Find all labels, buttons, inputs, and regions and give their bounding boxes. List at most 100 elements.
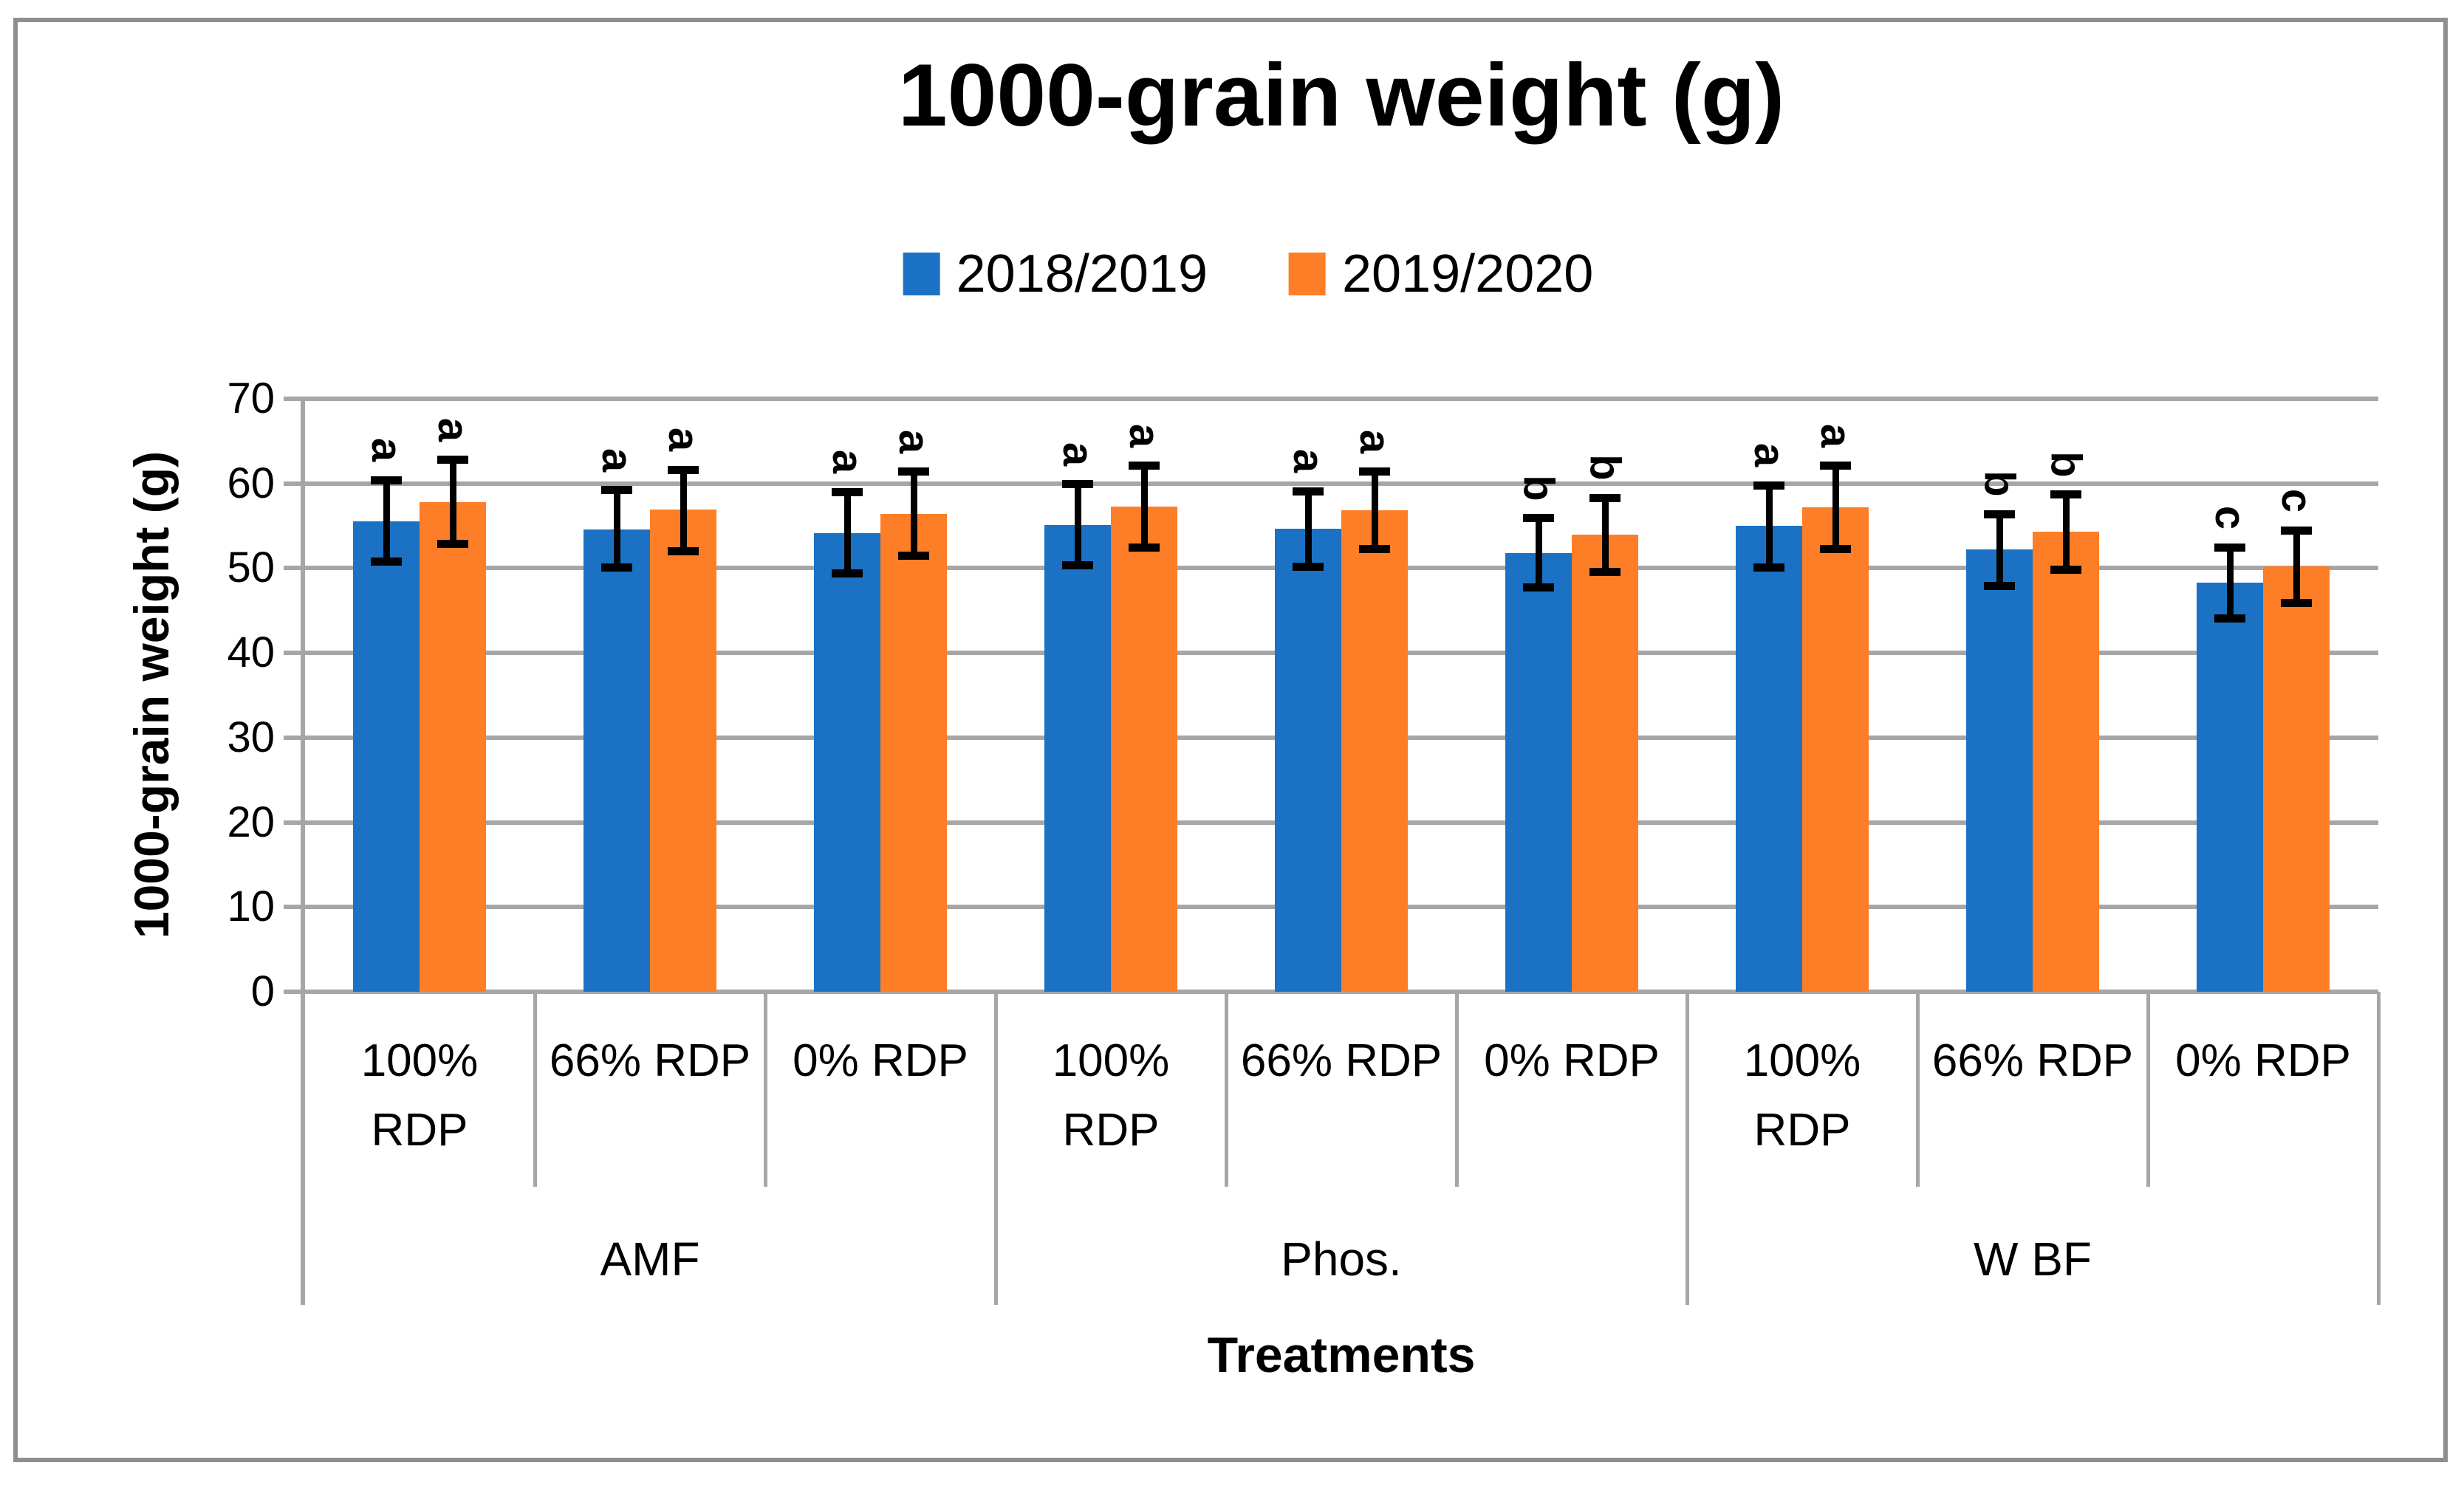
group-divider — [993, 992, 998, 1305]
y-axis-line — [301, 399, 305, 1305]
error-bar — [1765, 485, 1773, 568]
significance-letter-text: a — [1284, 448, 1332, 473]
error-bar — [1304, 491, 1312, 567]
y-tick-label: 70 — [227, 374, 275, 422]
chart-title: 1000-grain weight (g) — [897, 46, 1785, 145]
legend-item-2019-2020: 2019/2020 — [1289, 244, 1593, 304]
error-bar-top-cap — [1984, 510, 2015, 518]
error-bar — [843, 492, 851, 574]
significance-letter: a — [1736, 428, 1802, 476]
y-tick-label: 0 — [250, 967, 275, 1015]
figure-border — [13, 18, 2448, 1462]
legend-swatch-2019-2020 — [1289, 253, 1326, 295]
error-bar-bottom-cap — [1984, 582, 2015, 591]
bar-2018/2019 — [353, 521, 420, 992]
error-bar-top-cap — [1589, 493, 1621, 502]
bar-2019/2020 — [1341, 510, 1408, 992]
significance-letter-text: b — [1976, 470, 2024, 497]
error-bar-bottom-cap — [2214, 614, 2245, 623]
error-bar-top-cap — [2214, 544, 2245, 552]
y-tick-label: 30 — [227, 713, 275, 761]
bar-2019/2020 — [1802, 507, 1869, 992]
y-tick-label: 10 — [227, 882, 275, 931]
y-tick-mark — [284, 397, 304, 401]
error-bar-bottom-cap — [1293, 562, 1324, 571]
group-divider — [1685, 992, 1689, 1305]
error-bar-bottom-cap — [898, 551, 929, 560]
significance-letter: a — [1275, 433, 1341, 482]
significance-letter-text: a — [1350, 429, 1399, 453]
error-bar — [2293, 530, 2300, 603]
significance-letter-text: a — [823, 450, 872, 474]
error-bar-top-cap — [832, 487, 863, 496]
error-bar-bottom-cap — [1753, 563, 1784, 572]
category-label: 66% RDP — [1931, 1035, 2134, 1086]
bar-2018/2019 — [1966, 549, 2033, 992]
y-tick-mark — [284, 820, 304, 825]
error-bar — [2226, 547, 2234, 619]
error-bar-bottom-cap — [1359, 544, 1390, 553]
category-label: 0% RDP — [2175, 1035, 2351, 1086]
bar-2018/2019 — [814, 533, 880, 992]
significance-letter: a — [353, 422, 420, 471]
error-bar-top-cap — [601, 486, 632, 495]
error-bar-bottom-cap — [2281, 598, 2312, 607]
x-axis-title: Treatments — [1207, 1327, 1476, 1383]
error-bar-bottom-cap — [1129, 544, 1160, 552]
y-tick-label: 50 — [227, 544, 275, 592]
significance-letter-text: a — [362, 437, 411, 462]
significance-letter-text: b — [2042, 450, 2090, 478]
y-tick-label: 40 — [227, 628, 275, 677]
error-bar-bottom-cap — [1062, 561, 1093, 570]
category-divider — [533, 992, 537, 1187]
significance-letter: a — [814, 434, 880, 483]
y-tick-mark — [284, 651, 304, 656]
group-label: Phos. — [1281, 1232, 1402, 1286]
category-label: 66% RDP — [1240, 1035, 1443, 1086]
significance-letter-text: a — [1811, 423, 1860, 448]
category-divider — [1224, 992, 1228, 1187]
error-bar — [1535, 518, 1542, 588]
error-bar — [383, 480, 390, 562]
group-divider — [2376, 992, 2381, 1305]
category-divider — [2146, 992, 2150, 1187]
category-divider — [763, 992, 767, 1187]
significance-letter: a — [880, 414, 947, 463]
category-label: 0% RDP — [793, 1035, 968, 1086]
y-tick-mark — [284, 481, 304, 486]
error-bar-bottom-cap — [1589, 567, 1621, 576]
significance-letter: b — [1966, 456, 2033, 505]
category-label: 100% RDP — [360, 1035, 479, 1156]
significance-letter: c — [2197, 490, 2263, 539]
gridline — [304, 397, 2378, 401]
significance-letter: b — [1572, 440, 1638, 489]
y-tick-label: 60 — [227, 459, 275, 507]
legend-label: 2019/2020 — [1342, 244, 1594, 304]
error-bar — [1074, 484, 1081, 566]
category-label: 100% RDP — [1052, 1035, 1170, 1156]
bar-2018/2019 — [1275, 528, 1341, 992]
significance-letter-text: a — [659, 428, 708, 452]
error-bar-top-cap — [1820, 462, 1851, 470]
significance-letter: a — [420, 402, 486, 451]
error-bar — [680, 470, 687, 552]
significance-letter: a — [1341, 414, 1408, 463]
error-bar-top-cap — [1359, 467, 1390, 476]
error-bar-top-cap — [371, 476, 402, 484]
error-bar-top-cap — [898, 467, 929, 476]
bar-2019/2020 — [1572, 534, 1638, 992]
error-bar-top-cap — [1062, 480, 1093, 489]
bar-2019/2020 — [1111, 506, 1177, 992]
group-label: AMF — [600, 1232, 700, 1286]
bar-2019/2020 — [650, 510, 716, 992]
error-bar-bottom-cap — [601, 563, 632, 572]
bar-2018/2019 — [584, 529, 650, 992]
error-bar-bottom-cap — [832, 569, 863, 577]
bar-2018/2019 — [1044, 524, 1111, 992]
error-bar-bottom-cap — [1820, 544, 1851, 553]
error-bar — [1832, 465, 1839, 549]
error-bar-bottom-cap — [1523, 583, 1554, 592]
error-bar-bottom-cap — [668, 546, 699, 555]
significance-letter-text: a — [1053, 442, 1102, 466]
